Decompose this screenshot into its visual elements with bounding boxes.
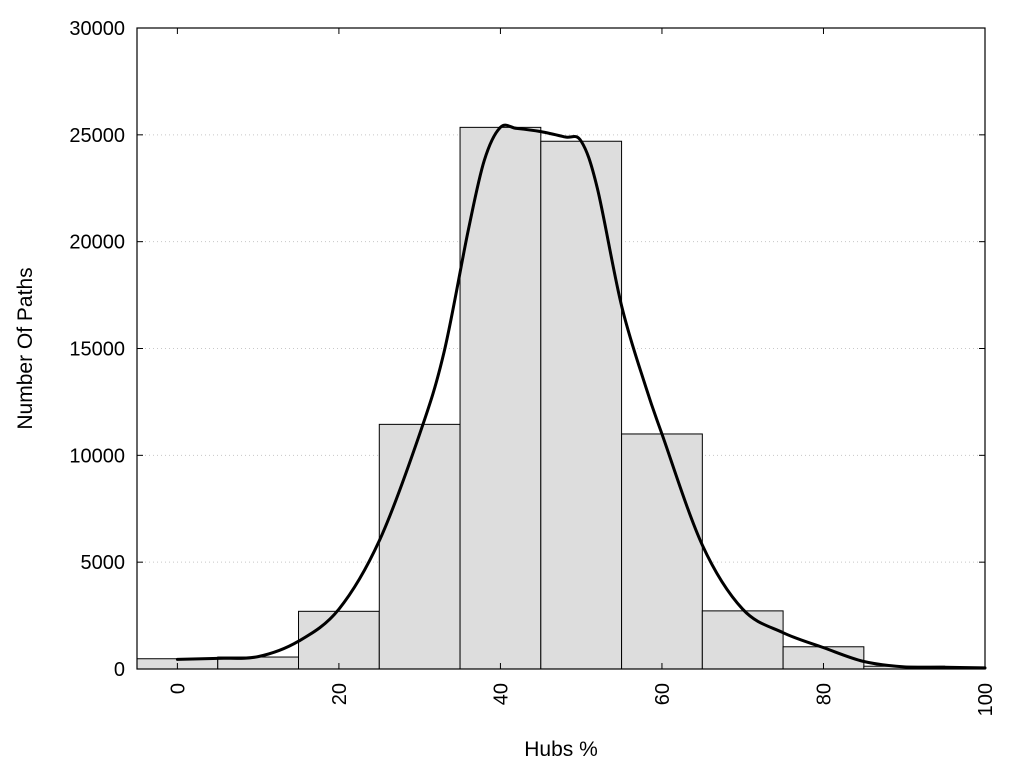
y-tick-label: 0	[114, 659, 125, 681]
x-tick-label: 100	[975, 683, 997, 716]
y-tick-label: 20000	[69, 232, 125, 254]
x-tick-label: 80	[813, 683, 835, 705]
histogram-bar	[701, 610, 784, 670]
y-tick-label: 5000	[81, 552, 126, 574]
y-tick-label: 15000	[69, 339, 125, 361]
y-tick-label: 10000	[69, 445, 125, 467]
histogram-bar	[298, 610, 380, 670]
x-tick-label: 60	[652, 683, 674, 705]
x-axis-ticks: 0 20 40 60 80 100	[167, 28, 997, 716]
histogram-bars	[136, 126, 946, 670]
x-tick-label: 40	[490, 683, 512, 705]
y-axis-title: Number Of Paths	[14, 267, 37, 429]
histogram-bar	[459, 126, 542, 670]
histogram-bar	[621, 433, 703, 670]
x-tick-label: 20	[329, 683, 351, 705]
x-tick-label: 0	[167, 683, 189, 694]
density-curve	[175, 123, 987, 670]
x-axis-title: Hubs %	[524, 738, 598, 761]
histogram-bar	[540, 140, 623, 670]
y-axis-ticks: 0 5000 10000 15000 20000 25000 30000	[69, 18, 985, 681]
y-tick-label: 30000	[69, 18, 125, 40]
histogram-bar	[378, 423, 461, 670]
y-tick-label: 25000	[69, 125, 125, 147]
